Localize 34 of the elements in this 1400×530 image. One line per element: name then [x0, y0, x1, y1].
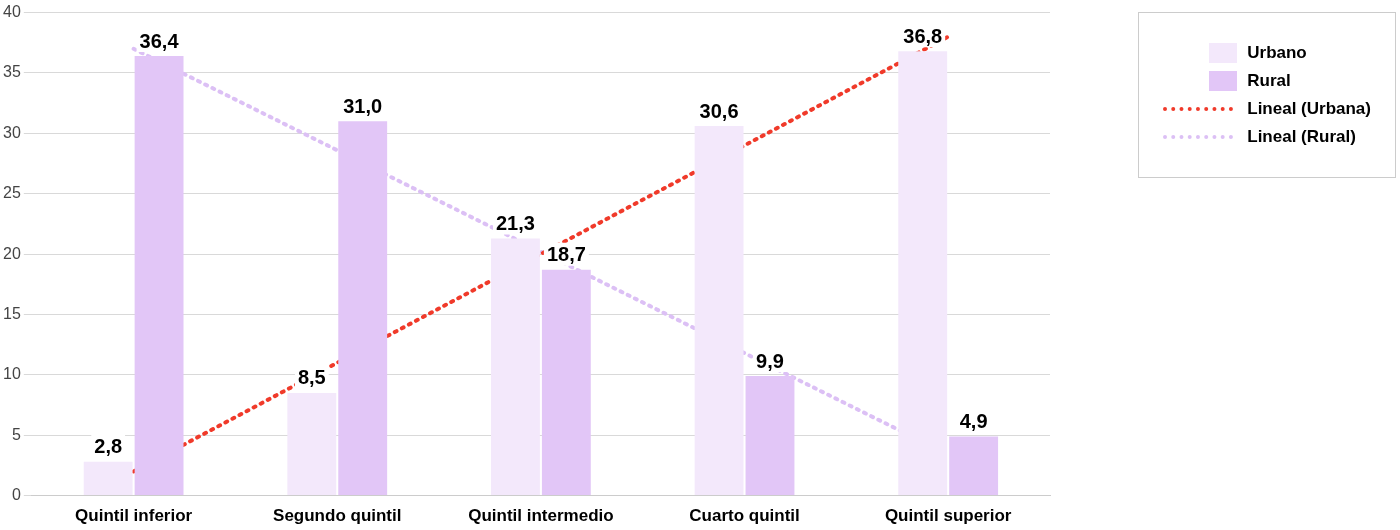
x-tick-label: Quintil inferior: [75, 506, 193, 526]
legend-label: Rural: [1247, 71, 1291, 91]
data-label: 9,9: [756, 349, 784, 372]
data-label: 8,5: [297, 366, 326, 389]
x-tick-label: Segundo quintil: [273, 506, 402, 526]
bar: [83, 461, 133, 496]
bar: [949, 436, 999, 496]
y-tick-label: 40: [3, 3, 21, 21]
bar: [694, 126, 744, 496]
legend-label: Urbano: [1247, 43, 1307, 63]
data-label: 4,9: [959, 409, 988, 432]
y-tick-label: 10: [3, 365, 21, 383]
legend-label: Lineal (Urbana): [1247, 99, 1371, 119]
x-tick-label: Quintil superior: [884, 506, 1012, 526]
x-tick-label: Cuarto quintil: [689, 506, 800, 526]
data-label: 36,4: [139, 29, 180, 52]
bar: [491, 238, 540, 496]
data-label: 21,3: [495, 211, 535, 234]
legend-label: Lineal (Rural): [1247, 127, 1356, 147]
y-tick-label: 35: [3, 63, 21, 81]
data-label: 2,8: [94, 435, 123, 458]
data-label: 31,0: [343, 94, 383, 117]
bar: [287, 392, 337, 496]
y-tick-label: 20: [3, 244, 21, 262]
data-label: 36,8: [903, 24, 943, 47]
data-label: 18,7: [546, 243, 586, 266]
y-tick-label: 5: [11, 425, 21, 443]
data-label: 30,6: [699, 99, 739, 122]
y-tick-label: 25: [3, 184, 21, 202]
x-tick-label: Quintil intermedio: [468, 506, 614, 526]
bar: [898, 51, 948, 496]
y-tick-label: 15: [3, 304, 21, 322]
y-tick-label: 30: [3, 123, 21, 141]
y-tick-label: 0: [11, 486, 21, 504]
